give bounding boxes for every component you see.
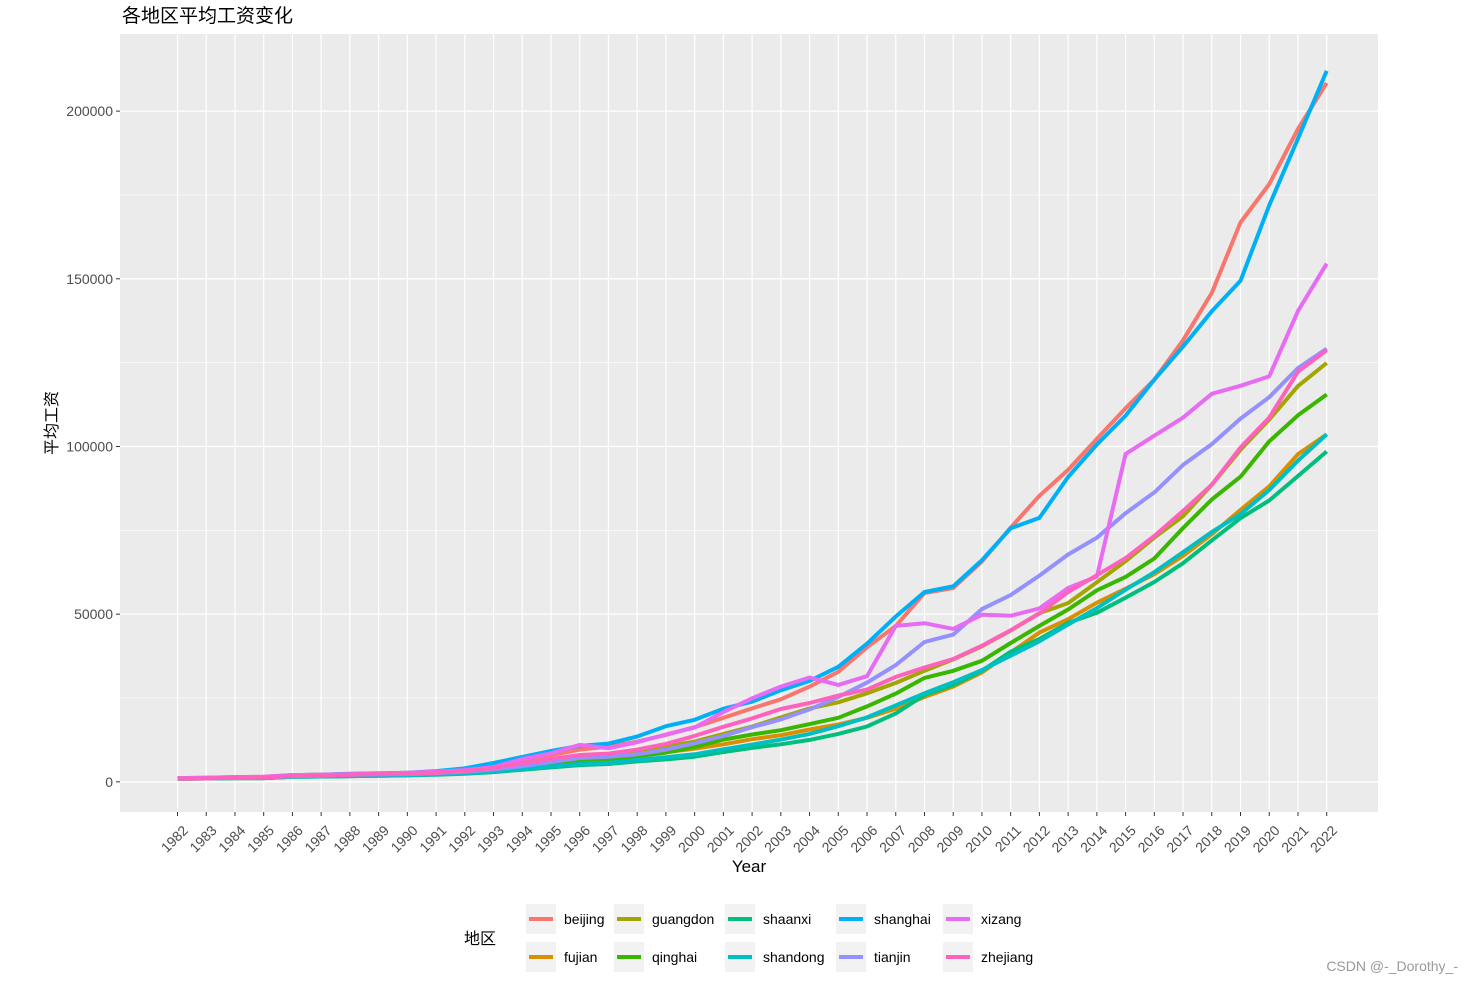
legend-label-shanghai: shanghai xyxy=(874,911,931,927)
x-tick-label: 2011 xyxy=(992,822,1025,855)
legend-label-beijing: beijing xyxy=(564,911,604,927)
x-tick-label: 1997 xyxy=(589,822,622,855)
y-tick-label: 100000 xyxy=(66,438,113,454)
plot-panel xyxy=(120,34,1378,812)
legend-label-guangdon: guangdon xyxy=(652,911,714,927)
y-tick-label: 150000 xyxy=(66,271,113,287)
x-tick-label: 2003 xyxy=(761,822,794,855)
x-tick-label: 2019 xyxy=(1221,822,1254,855)
x-tick-label: 1992 xyxy=(445,822,478,855)
legend-label-fujian: fujian xyxy=(564,949,597,965)
x-tick-label: 1985 xyxy=(244,822,277,855)
y-tick-label: 200000 xyxy=(66,103,113,119)
x-axis-label: Year xyxy=(732,857,767,876)
legend-title: 地区 xyxy=(464,929,496,948)
chart-title: 各地区平均工资变化 xyxy=(122,5,293,27)
x-tick-label: 2004 xyxy=(790,822,823,855)
x-tick-label: 2012 xyxy=(1020,822,1053,855)
x-tick-label: 2007 xyxy=(876,822,909,855)
x-tick-label: 1987 xyxy=(301,822,334,855)
x-tick-label: 2005 xyxy=(818,822,851,855)
legend-label-zhejiang: zhejiang xyxy=(981,949,1033,965)
x-tick-label: 1996 xyxy=(560,822,593,855)
x-tick-label: 1990 xyxy=(387,822,420,855)
x-tick-label: 2013 xyxy=(1048,822,1081,855)
x-tick-label: 2014 xyxy=(1077,822,1110,855)
x-tick-label: 2022 xyxy=(1307,822,1340,855)
y-tick-label: 50000 xyxy=(74,606,113,622)
x-tick-label: 2009 xyxy=(933,822,966,855)
x-tick-label: 2018 xyxy=(1192,822,1225,855)
x-tick-label: 1984 xyxy=(215,822,248,855)
legend-label-tianjin: tianjin xyxy=(874,949,911,965)
x-tick-label: 2008 xyxy=(905,822,938,855)
x-tick-label: 2002 xyxy=(732,822,765,855)
x-tick-label: 1998 xyxy=(617,822,650,855)
legend-label-shaanxi: shaanxi xyxy=(763,911,811,927)
x-tick-label: 1994 xyxy=(502,822,535,855)
x-tick-label: 2010 xyxy=(962,822,995,855)
x-tick-label: 1993 xyxy=(474,822,507,855)
y-axis-label: 平均工资 xyxy=(42,391,61,455)
x-tick-label: 1983 xyxy=(186,822,219,855)
x-tick-label: 1991 xyxy=(416,822,449,855)
x-tick-label: 2001 xyxy=(704,822,737,855)
series-line-zhejiang xyxy=(177,348,1328,781)
watermark: CSDN @-_Dorothy_- xyxy=(1326,958,1458,974)
x-tick-label: 1989 xyxy=(359,822,392,855)
y-tick-label: 0 xyxy=(105,774,113,790)
grid-lines xyxy=(120,34,1378,812)
legend: 地区 beijing fujian guangdon qinghai shaanxi sh… xyxy=(464,904,1033,972)
x-tick-label: 2000 xyxy=(675,822,708,855)
x-tick-label: 2006 xyxy=(847,822,880,855)
x-tick-label: 2021 xyxy=(1278,822,1311,855)
series-lines xyxy=(177,70,1329,781)
x-tick-label: 2016 xyxy=(1134,822,1167,855)
x-tick-label: 2017 xyxy=(1163,822,1196,855)
x-axis: 1982198319841985198619871988198919901991… xyxy=(158,812,1340,856)
x-tick-label: 2015 xyxy=(1106,822,1139,855)
x-tick-label: 1999 xyxy=(646,822,679,855)
y-axis: 0 50000 100000 150000 200000 xyxy=(66,103,120,790)
legend-label-qinghai: qinghai xyxy=(652,949,697,965)
legend-label-xizang: xizang xyxy=(981,911,1021,927)
x-tick-label: 1986 xyxy=(273,822,306,855)
x-tick-label: 2020 xyxy=(1249,822,1282,855)
x-tick-label: 1995 xyxy=(531,822,564,855)
x-tick-label: 1988 xyxy=(330,822,363,855)
x-tick-label: 1982 xyxy=(158,822,191,855)
legend-label-shandong: shandong xyxy=(763,949,825,965)
